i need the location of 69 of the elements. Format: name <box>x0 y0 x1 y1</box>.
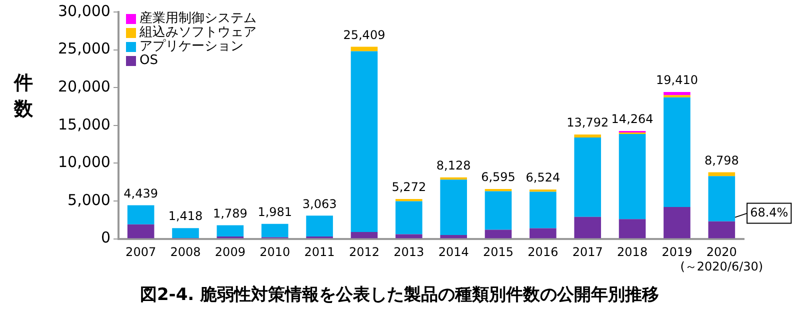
bar <box>261 224 288 238</box>
legend-label: OS <box>139 53 158 68</box>
y-axis-title: 件数 <box>14 71 33 122</box>
total-label: 1,418 <box>168 209 203 224</box>
x-tick-label: 2008 <box>170 245 201 260</box>
bar <box>574 138 602 217</box>
bar <box>350 46 378 52</box>
x-tick-label: 2013 <box>394 245 424 260</box>
legend-label: 組込みソフトウェア <box>139 25 256 40</box>
bar <box>306 216 333 237</box>
y-tick-label: 25,000 <box>58 40 110 58</box>
bar <box>396 234 422 238</box>
y-tick-label: 20,000 <box>58 77 110 96</box>
bar <box>530 192 556 228</box>
total-label: 6,524 <box>526 170 560 185</box>
total-label: 8,128 <box>436 158 471 172</box>
text: 68.4% <box>750 205 788 220</box>
bar <box>350 51 378 232</box>
legend-label: アプリケーション <box>139 39 244 54</box>
bar <box>530 228 556 238</box>
y-tick-label: 5,000 <box>68 190 110 209</box>
bar <box>708 221 736 238</box>
x-tick-label: 2015 <box>482 245 514 260</box>
y-tick-label: 15,000 <box>58 115 110 134</box>
bar <box>664 97 690 208</box>
bar <box>216 225 244 237</box>
total-label: 1,789 <box>213 206 248 220</box>
text: 図2-4. 脆弱性対策情報を公表した製品の種類別件数の公開年別推移 <box>140 285 660 306</box>
x-tick-label: 2016 <box>528 245 558 260</box>
bar <box>127 224 154 238</box>
bar <box>708 176 736 222</box>
bar <box>172 228 199 238</box>
bar <box>618 134 646 220</box>
total-label: 19,410 <box>656 73 698 88</box>
bar <box>484 191 512 230</box>
bar <box>574 216 602 238</box>
x-tick-label: 2014 <box>438 245 469 260</box>
x-tick-label: 2009 <box>214 245 246 260</box>
bar <box>350 232 378 238</box>
x-tick-label: 2018 <box>617 245 648 260</box>
bar <box>664 92 690 96</box>
x-tick-label: 2019 <box>662 245 692 260</box>
total-label: 13,792 <box>566 116 609 130</box>
y-tick-label: 30,000 <box>58 2 110 20</box>
total-label: 3,063 <box>302 196 337 211</box>
bar <box>440 180 467 236</box>
total-label: 5,272 <box>392 180 426 194</box>
y-tick-label: 10,000 <box>58 153 110 172</box>
bar <box>618 219 646 238</box>
total-label: 14,264 <box>611 112 654 126</box>
x-tick-label: 2010 <box>260 245 290 260</box>
total-label: 1,981 <box>258 204 292 219</box>
bar <box>396 201 422 234</box>
x-tick-label: 2012 <box>348 245 380 260</box>
total-label: 25,409 <box>343 28 386 42</box>
bar <box>127 205 154 224</box>
total-label: 8,798 <box>704 153 739 168</box>
bar <box>484 230 512 238</box>
bar <box>664 207 690 238</box>
x-tick-label: 2017 <box>572 245 603 260</box>
bar <box>440 235 467 238</box>
bar <box>574 134 602 138</box>
y-tick-label: 0 <box>100 228 110 247</box>
total-label: 6,595 <box>481 170 516 184</box>
bar <box>708 172 736 176</box>
x-tick-label: 2011 <box>304 245 335 260</box>
legend-label: 産業用制御システム <box>139 11 256 26</box>
total-label: 4,439 <box>124 186 158 200</box>
x-tick-label: 2007 <box>126 245 156 260</box>
